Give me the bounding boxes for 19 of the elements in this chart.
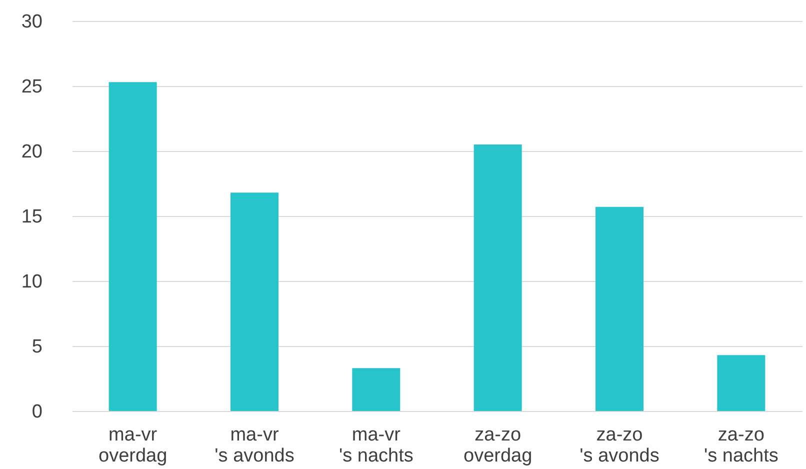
bar bbox=[230, 192, 278, 411]
x-tick-label: za-zo 's avonds bbox=[580, 424, 660, 466]
x-tick-label: ma-vr 's avonds bbox=[214, 424, 294, 466]
bar bbox=[596, 206, 644, 411]
x-tick-label: ma-vr 's nachts bbox=[338, 424, 414, 466]
y-tick-label: 0 bbox=[32, 402, 42, 422]
bar bbox=[474, 144, 522, 411]
y-tick-label: 25 bbox=[21, 76, 42, 98]
bar bbox=[717, 355, 766, 411]
y-tick-label: 20 bbox=[21, 142, 42, 162]
y-tick-label: 30 bbox=[21, 12, 42, 32]
bar bbox=[108, 82, 157, 411]
x-tick-label: za-zo overdag bbox=[463, 424, 532, 466]
y-tick-label: 10 bbox=[21, 272, 42, 292]
x-tick-label: ma-vr overdag bbox=[98, 424, 168, 466]
bar bbox=[352, 368, 400, 411]
y-tick-label: 5 bbox=[32, 336, 42, 358]
y-tick-label: 15 bbox=[21, 206, 42, 228]
x-tick-label: za-zo 's nachts bbox=[704, 424, 778, 466]
